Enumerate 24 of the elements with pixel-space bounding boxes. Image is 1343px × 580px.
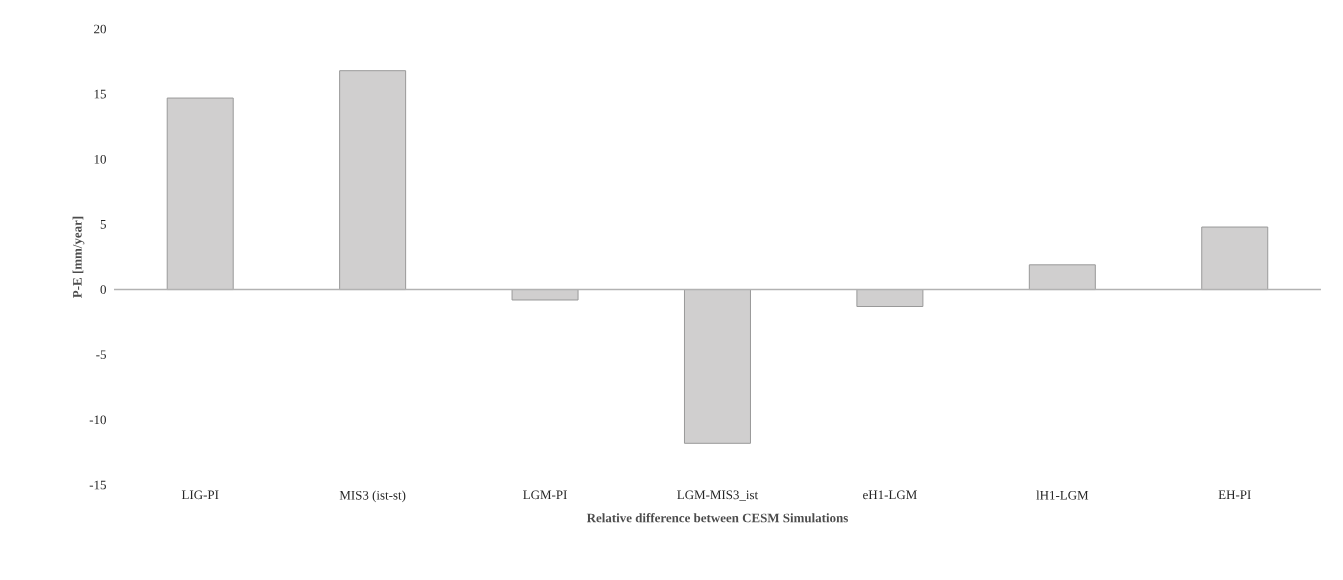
bar: [683, 289, 751, 444]
x-axis-title: Relative difference between CESM Simulations: [586, 513, 848, 523]
y-axis-title: P-E [mm/year]: [72, 216, 85, 298]
y-tick-label: 15: [94, 89, 106, 99]
bar: [856, 289, 924, 308]
bar: [511, 289, 579, 301]
bar: [339, 70, 407, 291]
x-tick-label: lH1-LGM: [1036, 490, 1089, 500]
x-tick-label: eH1-LGM: [863, 490, 917, 500]
x-tick-label: LIG-PI: [181, 490, 219, 500]
x-tick-label: LGM-PI: [523, 490, 567, 500]
y-tick-label: 5: [100, 220, 106, 229]
y-tick-label: -15: [89, 480, 106, 490]
y-tick-label: -5: [96, 350, 106, 360]
bar: [1028, 264, 1096, 291]
y-tick-label: 10: [94, 154, 106, 164]
y-tick-label: 20: [94, 24, 106, 34]
x-tick-label: EH-PI: [1218, 490, 1251, 499]
x-tick-label: LGM-MIS3_ist: [677, 490, 759, 501]
y-tick-label: 0: [100, 285, 106, 294]
bar: [1201, 226, 1269, 291]
y-tick-label: -10: [89, 415, 106, 425]
x-tick-label: MIS3 (ist-st): [339, 490, 406, 503]
bar: [166, 97, 234, 291]
